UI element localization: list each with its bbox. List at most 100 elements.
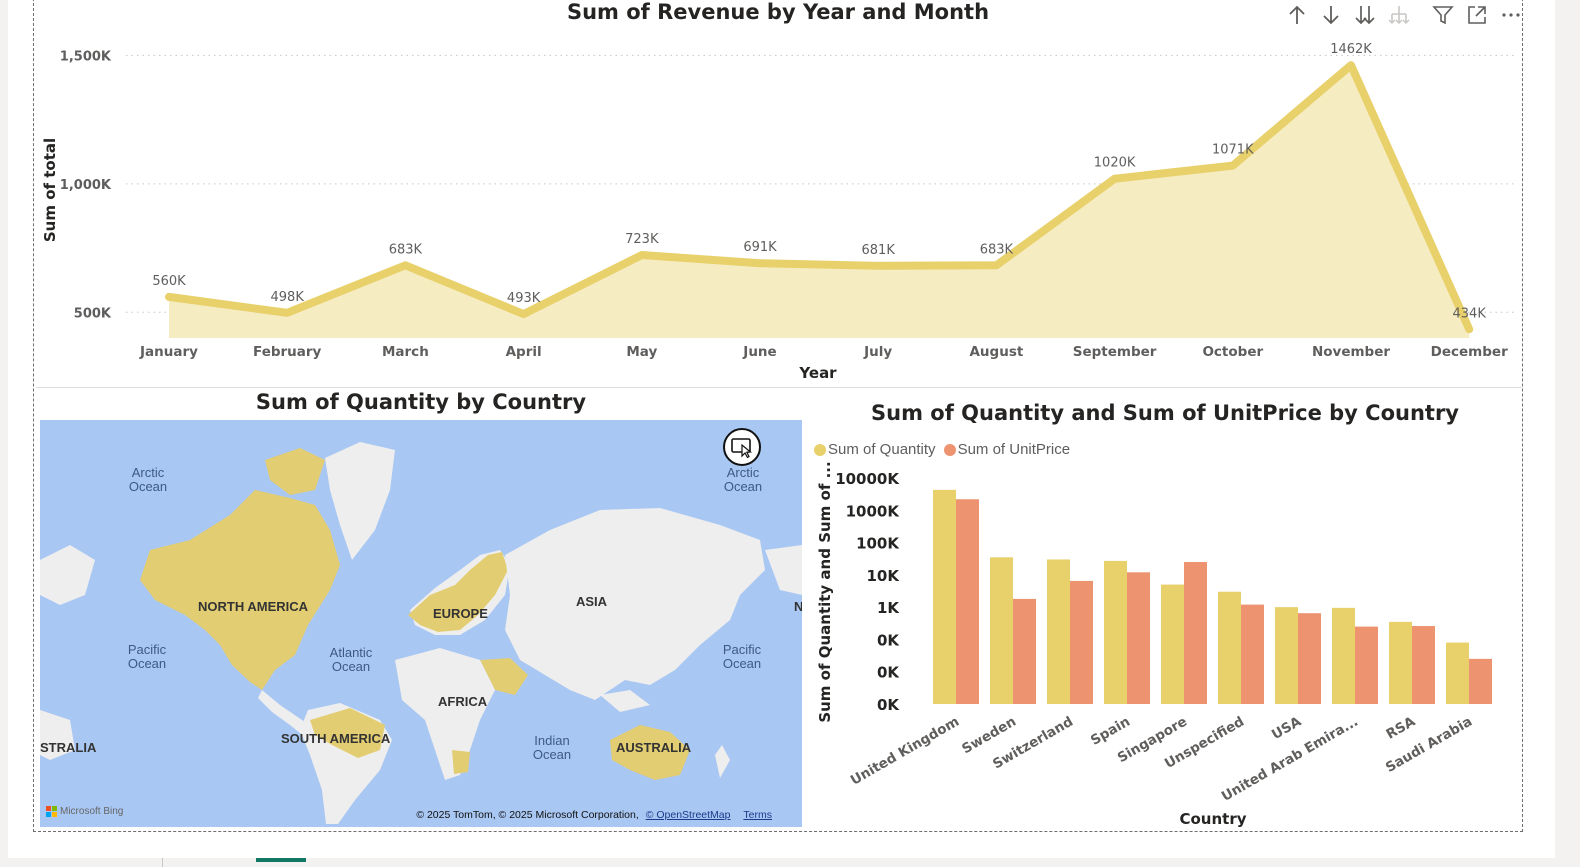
- line-data-label: 683K: [980, 242, 1014, 257]
- line-x-tick-label: June: [742, 344, 776, 360]
- line-x-tick-label: December: [1431, 344, 1508, 360]
- map-attribution: © 2025 TomTom, © 2025 Microsoft Corporat…: [416, 809, 772, 821]
- map-title: Sum of Quantity by Country: [255, 390, 587, 414]
- line-x-tick-label: August: [969, 344, 1023, 360]
- expand-all-down-icon: [1355, 6, 1375, 25]
- land-australia: [610, 725, 690, 780]
- sort-descending-button[interactable]: [1314, 2, 1348, 28]
- bar-unitprice[interactable]: [1070, 580, 1093, 704]
- line-data-label: 560K: [152, 274, 186, 289]
- line-data-label: 683K: [389, 242, 423, 257]
- map-label-asia: ASIA: [576, 594, 608, 609]
- revenue-line-chart[interactable]: 560K 498K 683K 493K 723K 691K 681K 683K 1020K 107…: [36, 30, 1522, 386]
- line-y-tick-label: 1,000K: [60, 178, 112, 193]
- bar-unitprice[interactable]: [1241, 604, 1264, 704]
- land-asia-left-edge: [40, 545, 95, 605]
- line-x-tick-label: February: [253, 344, 322, 360]
- bar-y-axis-title: Sum of Quantity and Sum of ...: [816, 462, 834, 723]
- bar-quantity[interactable]: [1275, 607, 1298, 704]
- openstreetmap-link[interactable]: © OpenStreetMap: [645, 809, 731, 821]
- bar-quantity[interactable]: [1332, 607, 1355, 704]
- legend-item-unitprice[interactable]: Sum of UnitPrice: [943, 441, 1071, 458]
- sort-ascending-button[interactable]: [1280, 2, 1314, 28]
- bar-unitprice[interactable]: [1184, 562, 1207, 704]
- bar-x-tick-label: USA: [1269, 713, 1304, 743]
- line-chart-title: Sum of Revenue by Year and Month: [566, 0, 990, 24]
- quantity-unitprice-bar-chart[interactable]: 10000K 1000K 100K 10K 1K 0K 0K 0K United Kingdo…: [808, 462, 1520, 832]
- map-label-atlantic: Atlantic Ocean: [329, 645, 373, 674]
- line-x-tick-label: September: [1073, 344, 1157, 360]
- map-label-edge-n: N: [794, 599, 802, 614]
- line-data-label: 681K: [862, 243, 896, 258]
- land-indonesia: [600, 690, 650, 712]
- line-x-axis-title: Year: [798, 364, 837, 382]
- line-y-tick-label: 500K: [74, 306, 112, 321]
- land-central-america: [258, 690, 315, 738]
- land-arctic-islands: [265, 448, 325, 495]
- bar-quantity[interactable]: [1161, 584, 1184, 704]
- map-label-south-america: SOUTH AMERICA: [281, 731, 391, 746]
- legend-label-quantity: Sum of Quantity: [828, 441, 936, 458]
- line-data-label: 493K: [507, 291, 541, 306]
- sort-ascending-icon: [1289, 5, 1305, 24]
- filter-button[interactable]: [1426, 2, 1460, 28]
- country-map[interactable]: Arctic Ocean Arctic Ocean NORTH AMERICA …: [40, 420, 802, 827]
- bar-chart-legend: Sum of Quantity Sum of UnitPrice: [814, 441, 1070, 458]
- focus-mode-button[interactable]: [1460, 2, 1494, 28]
- expand-all-down-button[interactable]: [1348, 2, 1382, 28]
- line-x-tick-label: November: [1312, 344, 1390, 360]
- microsoft-logo-icon: [46, 806, 57, 817]
- legend-label-unitprice: Sum of UnitPrice: [957, 441, 1071, 458]
- bar-unitprice[interactable]: [1013, 598, 1036, 704]
- line-data-label: 434K: [1453, 306, 1487, 321]
- page-tab-separator: [162, 858, 163, 867]
- active-page-tab-indicator[interactable]: [256, 858, 306, 862]
- line-data-label: 723K: [625, 232, 659, 247]
- map-label-arctic-right: Arctic Ocean: [723, 465, 763, 494]
- line-data-label: 1020K: [1094, 156, 1136, 171]
- bar-unitprice[interactable]: [1412, 626, 1435, 704]
- bar-x-tick-label: RSA: [1384, 713, 1419, 742]
- legend-item-quantity[interactable]: Sum of Quantity: [814, 441, 936, 458]
- bar-unitprice[interactable]: [1298, 613, 1321, 704]
- bar-chart-title: Sum of Quantity and Sum of UnitPrice by …: [871, 401, 1459, 425]
- land-greenland: [325, 442, 395, 560]
- revenue-area-fill: [169, 65, 1470, 339]
- more-options-button[interactable]: [1494, 2, 1528, 28]
- map-label-europe: EUROPE: [433, 606, 488, 621]
- map-focus-button[interactable]: [723, 428, 761, 466]
- bar-quantity[interactable]: [1389, 621, 1412, 704]
- line-x-tick-label: July: [863, 344, 892, 360]
- revenue-line: [165, 61, 1474, 334]
- map-label-pacific-left: Pacific Ocean: [127, 642, 167, 671]
- bar-unitprice[interactable]: [956, 499, 979, 704]
- line-data-label: 498K: [271, 290, 305, 305]
- bar-unitprice[interactable]: [1127, 572, 1150, 704]
- bar-quantity[interactable]: [990, 557, 1013, 704]
- map-label-pacific-right: Pacific Ocean: [722, 642, 762, 671]
- land-new-zealand: [715, 745, 730, 778]
- bar-quantity[interactable]: [1446, 642, 1469, 704]
- bar-y-tick-label: 1000K: [846, 502, 901, 520]
- bar-quantity[interactable]: [933, 489, 956, 704]
- map-label-australia-left: STRALIA: [40, 740, 97, 755]
- bar-unitprice[interactable]: [1469, 658, 1492, 704]
- bar-quantity[interactable]: [1218, 591, 1241, 704]
- legend-dot-unitprice: [943, 443, 956, 456]
- land-europe-highlight: [408, 552, 508, 632]
- drill-down-button[interactable]: [1382, 2, 1416, 28]
- bar-unitprice[interactable]: [1355, 626, 1378, 704]
- bar-quantity[interactable]: [1104, 560, 1127, 704]
- filters-pane-edge[interactable]: [1556, 0, 1580, 858]
- land-asia: [505, 508, 765, 700]
- line-x-tick-label: March: [382, 344, 429, 360]
- bar-quantity[interactable]: [1047, 559, 1070, 704]
- line-data-label: 1071K: [1212, 143, 1254, 158]
- map-label-australia: AUSTRALIA: [616, 740, 692, 755]
- terms-link[interactable]: Terms: [743, 809, 772, 821]
- map-base: [40, 442, 802, 824]
- bar-y-tick-label: 0K: [877, 696, 900, 714]
- land-south-africa: [452, 750, 470, 774]
- bar-x-tick-label: Spain: [1088, 714, 1133, 749]
- page-tabs-bar: [0, 858, 1580, 867]
